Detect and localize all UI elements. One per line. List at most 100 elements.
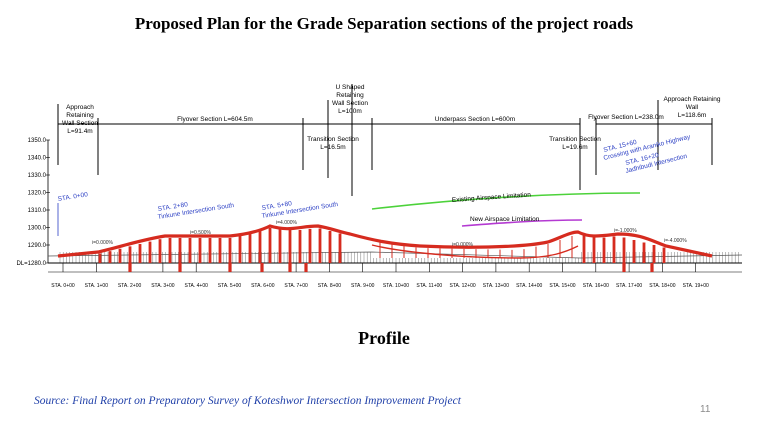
station-label: STA. 4+00 <box>184 283 208 289</box>
elevation-label: 1350.0 <box>28 138 47 144</box>
station-label: STA. 18+00 <box>649 283 675 289</box>
section-label-u-shaped-line2: Retaining <box>336 92 364 99</box>
station-label: STA. 10+00 <box>383 283 409 289</box>
existing-airspace-line <box>371 192 641 210</box>
piers <box>98 228 666 272</box>
ground-hatch <box>47 251 743 263</box>
label-existing-airspace: Existing Airspace Limitation <box>452 191 532 204</box>
station-label: STA. 12+00 <box>450 283 476 289</box>
station-label: STA. 15+00 <box>549 283 575 289</box>
elevation-label: 1340.0 <box>28 156 47 162</box>
pier <box>338 233 342 263</box>
pier <box>642 242 646 263</box>
section-dimension-lines <box>57 84 713 196</box>
section-label-u-shaped-line3: Wall Section <box>332 100 368 107</box>
elevation-label: 1290.0 <box>28 243 47 249</box>
station-axis: STA. 0+00 STA. 1+00 STA. 2+00 STA. 3+00 STA.… <box>51 263 709 289</box>
section-label-transition-2-length: L=19.6m <box>562 144 587 151</box>
pier <box>652 245 656 263</box>
pier <box>612 236 616 263</box>
page-number: 11 <box>700 404 711 415</box>
road-profile <box>57 224 713 258</box>
grade-label-1: i=0.000% <box>92 240 114 246</box>
pile <box>228 263 232 272</box>
underpass-deck <box>371 244 579 259</box>
pier <box>228 238 232 263</box>
pile <box>622 263 626 272</box>
pile <box>288 263 292 272</box>
pier <box>632 240 636 263</box>
elevation-label: 1310.0 <box>28 208 47 214</box>
pier <box>108 251 112 263</box>
section-label-approach-wall-2-length: L=118.6m <box>678 112 707 119</box>
station-label: STA. 5+00 <box>218 283 242 289</box>
source-note: Source: Final Report on Preparatory Surv… <box>34 395 461 407</box>
station-label: STA. 6+00 <box>251 283 275 289</box>
pier <box>118 248 122 263</box>
new-airspace-line <box>461 219 583 227</box>
pier <box>288 229 292 263</box>
pier <box>592 236 596 263</box>
section-label-approach-wall-1-line2: Retaining <box>66 112 94 119</box>
pier <box>168 238 172 263</box>
section-label-approach-wall-2-line2: Wall <box>686 104 699 111</box>
grade-label-2: i=0.500% <box>190 230 212 236</box>
section-label-underpass: Underpass Section L=600m <box>435 116 515 123</box>
pier <box>278 228 282 263</box>
section-label-flyover-2: Flyover Section L=238.0m <box>588 114 664 121</box>
section-label-u-shaped-length: L=100m <box>338 108 362 115</box>
pile <box>304 263 308 272</box>
station-label: STA. 0+00 <box>51 283 75 289</box>
elevation-label: 1330.0 <box>28 173 47 179</box>
pier <box>308 228 312 263</box>
section-label-approach-wall-2: Approach Retaining <box>663 96 720 103</box>
pile <box>260 263 264 272</box>
station-label: STA. 19+00 <box>683 283 709 289</box>
pier <box>148 241 152 263</box>
pile <box>128 263 132 272</box>
pier <box>622 237 626 263</box>
pier <box>662 247 666 263</box>
pier <box>138 243 142 263</box>
figure-caption: Profile <box>358 328 410 348</box>
section-label-transition-1-length: L=16.5m <box>320 144 345 151</box>
pier <box>128 246 132 263</box>
existing-ground-line <box>47 251 743 259</box>
elevation-label: DL=1280.0 <box>16 261 46 267</box>
pier <box>158 239 162 263</box>
station-label: STA. 8+00 <box>318 283 342 289</box>
pier <box>218 238 222 263</box>
pier <box>198 238 202 263</box>
section-label-transition-2: Transition Section <box>549 136 601 143</box>
elevation-label: 1320.0 <box>28 191 47 197</box>
pier <box>298 230 302 263</box>
grade-label-5: i=-4.000% <box>664 238 687 244</box>
pier <box>602 237 606 263</box>
station-label: STA. 14+00 <box>516 283 542 289</box>
pier <box>328 231 332 263</box>
station-label: STA. 7+00 <box>284 283 308 289</box>
section-label-flyover-1: Flyover Section L=604.5m <box>177 116 253 123</box>
station-label: STA. 1+00 <box>85 283 109 289</box>
annotation-sta-580: STA. 5+80 <box>261 200 293 212</box>
station-label: STA. 9+00 <box>351 283 375 289</box>
pile <box>650 263 654 272</box>
station-label: STA. 3+00 <box>151 283 175 289</box>
label-new-airspace: New Airspace Limitation <box>470 216 540 223</box>
section-label-u-shaped: U Shaped <box>336 84 365 91</box>
pier <box>238 235 242 263</box>
pile <box>178 263 182 272</box>
pier <box>188 238 192 263</box>
station-label: STA. 17+00 <box>616 283 642 289</box>
pier <box>258 230 262 263</box>
slide-title: Proposed Plan for the Grade Separation s… <box>134 14 634 33</box>
section-label-approach-wall-1-line3: Wall Section <box>62 120 98 127</box>
station-label: STA. 11+00 <box>416 283 442 289</box>
pier <box>208 238 212 263</box>
elevation-axis: 1350.0 1340.0 1330.0 1320.0 1310.0 1300.0 1290… <box>16 138 50 267</box>
grade-label-6: i=0.000% <box>452 242 474 248</box>
annotations: STA. 0+00 STA. 2+80 Tinkune Intersection… <box>57 133 692 248</box>
station-label: STA. 13+00 <box>483 283 509 289</box>
pier <box>582 235 586 263</box>
